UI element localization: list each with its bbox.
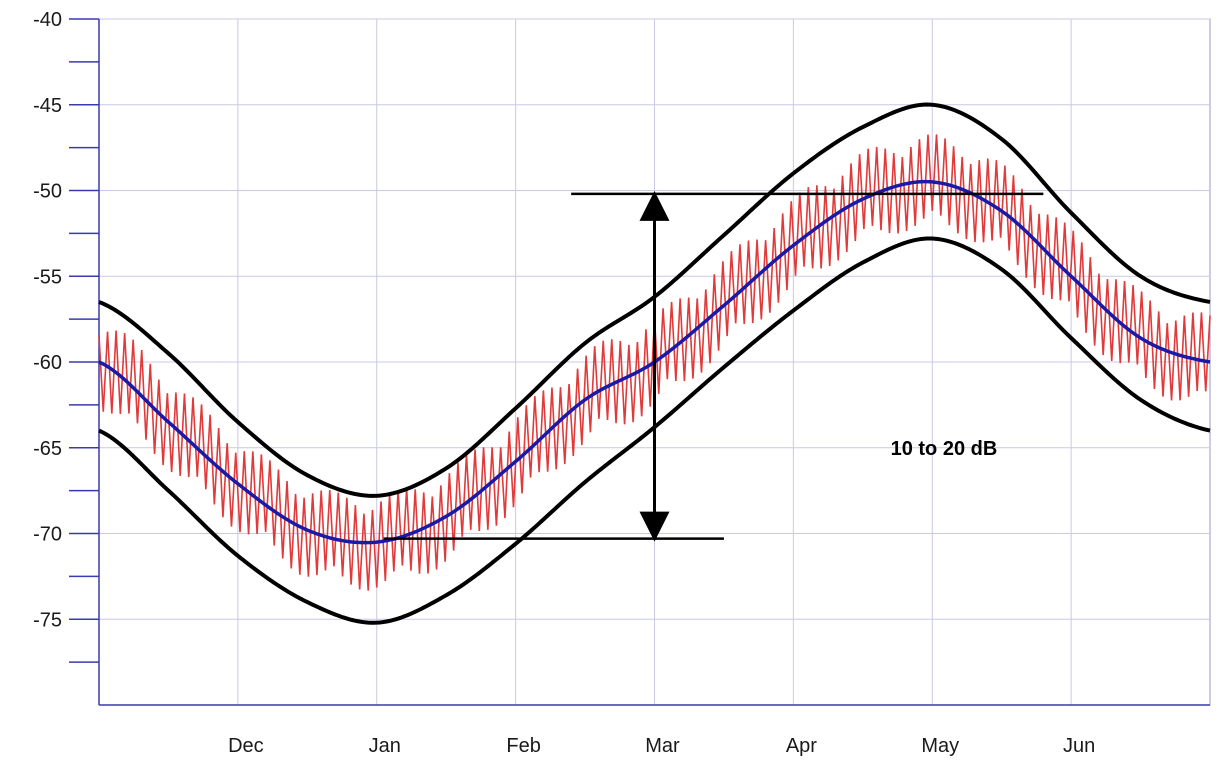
y-tick-label: -40	[33, 9, 62, 31]
y-tick-label: -65	[33, 438, 62, 460]
x-tick-label: Mar	[645, 735, 680, 757]
y-tick-label: -55	[33, 266, 62, 288]
x-tick-label: Dec	[228, 735, 264, 757]
range-annotation-label: 10 to 20 dB	[891, 438, 998, 460]
x-tick-label: Jan	[369, 735, 401, 757]
y-tick-label: -75	[33, 609, 62, 631]
x-tick-label: May	[921, 735, 959, 757]
axes: -40 -45 -50 -55 -60 -65 -70 -75 Dec Jan Feb Mar Apr M…	[33, 9, 1210, 757]
x-tick-label: Apr	[786, 735, 817, 757]
y-tick-label: -60	[33, 352, 62, 374]
x-tick-label: Feb	[506, 735, 540, 757]
annotations: 10 to 20 dB	[383, 190, 1044, 542]
y-tick-label: -45	[33, 95, 62, 117]
y-tick-label: -50	[33, 181, 62, 203]
x-tick-label: Jun	[1063, 735, 1095, 757]
y-tick-label: -70	[33, 524, 62, 546]
